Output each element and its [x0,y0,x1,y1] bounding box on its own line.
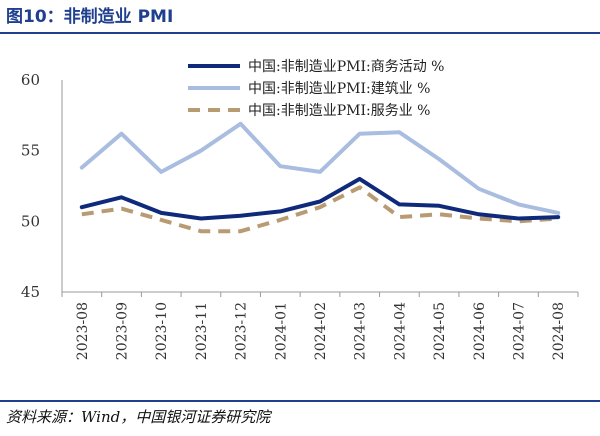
x-tick-label: 2023-11 [194,302,210,360]
x-tick-label: 2024-05 [432,302,448,360]
y-tick-label: 45 [21,283,40,301]
series-line [79,121,561,215]
x-tick-label: 2024-07 [511,302,527,360]
x-tick-label: 2024-02 [313,302,329,360]
x-tick-label: 2024-01 [273,302,289,360]
y-tick-labels: 45 50 55 60 [21,71,40,301]
source-note: 资料来源：Wind，中国银河证券研究院 [6,408,271,426]
x-tick-label: 2023-08 [75,302,91,360]
x-tick-label: 2024-06 [472,302,488,360]
bottom-rule [0,400,600,402]
y-tick-label: 60 [21,71,40,89]
series-lines [79,121,561,234]
x-tick-label: 2023-09 [115,302,131,360]
series-line [81,185,559,234]
x-tick-label: 2023-12 [234,302,250,360]
x-tick-label: 2024-03 [353,302,369,360]
legend-label: 中国:非制造业PMI:服务业 % [248,103,430,119]
y-tick-label: 55 [21,142,40,160]
y-tick-label: 50 [21,212,40,230]
x-tick-labels: 2023-08 2023-09 2023-10 2023-11 2023-12 2024-… [61,292,579,360]
top-rule [0,32,600,34]
legend: 中国:非制造业PMI:商务活动 % 中国:非制造业PMI:建筑业 % 中国:非制造业… [188,59,444,119]
x-tick-label: 2023-10 [154,302,170,360]
x-tick-label: 2024-04 [392,302,408,360]
series-line [79,176,561,221]
x-tick-label: 2024-08 [551,302,567,360]
legend-label: 中国:非制造业PMI:商务活动 % [248,59,444,75]
figure-title: 图10：非制造业 PMI [6,7,174,27]
legend-label: 中国:非制造业PMI:建筑业 % [248,81,430,97]
